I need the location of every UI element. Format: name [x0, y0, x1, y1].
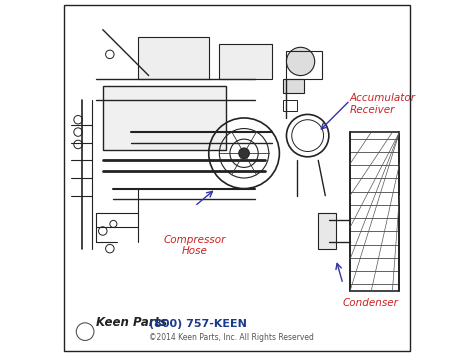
Text: Accumulator
Receiver: Accumulator Receiver: [350, 93, 416, 115]
Circle shape: [286, 47, 315, 75]
Bar: [283, 100, 297, 111]
Bar: [283, 79, 304, 93]
Bar: [219, 44, 273, 79]
Bar: [318, 213, 336, 248]
Circle shape: [239, 148, 249, 158]
Text: (800) 757-KEEN: (800) 757-KEEN: [149, 319, 246, 329]
Text: Compressor
Hose: Compressor Hose: [164, 235, 226, 256]
Text: Condenser: Condenser: [343, 298, 399, 308]
Bar: [103, 86, 227, 150]
Text: Keen Parts: Keen Parts: [96, 316, 167, 329]
Bar: [350, 132, 400, 291]
Text: ©2014 Keen Parts, Inc. All Rights Reserved: ©2014 Keen Parts, Inc. All Rights Reserv…: [149, 334, 314, 342]
Bar: [138, 37, 209, 79]
Bar: [286, 51, 322, 79]
